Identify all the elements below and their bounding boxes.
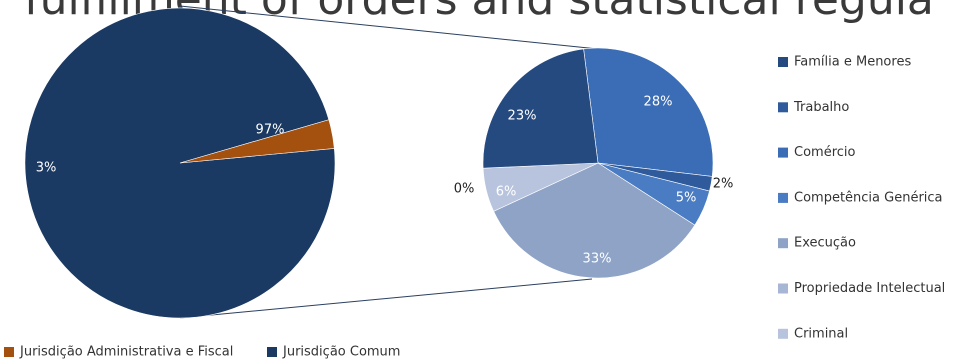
main-pie	[24, 7, 336, 319]
primary-legend: Jurisdição Administrativa e Fiscal Jurisd…	[4, 345, 400, 360]
legend-label-jurisdicao-comum: Jurisdição Comum	[282, 345, 400, 360]
legend-label-propriedade-intelectual: Propriedade Intelectual	[794, 281, 945, 296]
data-label-trabalho: 2%	[713, 177, 734, 192]
legend-swatch-jurisdicao-comum	[267, 347, 277, 357]
legend-swatch-criminal	[778, 328, 788, 339]
pie-slice-execucao	[493, 162, 696, 279]
legend-label-jurisdicao-administrativa-e-fiscal: Jurisdição Administrativa e Fiscal	[19, 345, 233, 360]
legend-label-comercio: Comércio	[794, 145, 856, 160]
legend-label-execucao: Execução	[794, 236, 856, 251]
legend-swatch-comercio	[778, 147, 788, 158]
data-label-criminal: 6%	[496, 185, 517, 200]
data-label-familia-e-menores: 23%	[508, 109, 537, 124]
connector-line-bottom	[179, 278, 593, 319]
pie-slice-jurisdicao-comum	[24, 7, 336, 319]
legend-swatch-trabalho	[778, 102, 788, 113]
pie-slice-comercio	[583, 47, 714, 177]
legend-swatch-propriedade-intelectual	[778, 283, 788, 294]
legend-swatch-familia-e-menores	[778, 57, 788, 67]
data-label-comercio: 28%	[644, 95, 673, 110]
secondary-pie-labels: 28% 2% 5% 33% 6% 0% 23%	[454, 95, 734, 267]
legend-swatch-jurisdicao-administrativa-e-fiscal	[4, 347, 14, 357]
data-label-propriedade-intelectual: 0%	[454, 182, 475, 197]
legend-label-criminal: Criminal	[794, 326, 848, 341]
data-label-execucao: 33%	[583, 252, 612, 267]
data-label-jurisdicao-comum: 97%	[256, 123, 285, 138]
data-label-competencia-generica: 5%	[676, 191, 697, 206]
secondary-legend: Família e Menores Trabalho Comércio Competê…	[778, 55, 945, 341]
main-pie-labels: 97% 3%	[36, 123, 285, 176]
legend-label-trabalho: Trabalho	[793, 100, 849, 115]
legend-label-familia-e-menores: Família e Menores	[794, 55, 911, 70]
pie-slice-jurisdicao-administrativa-e-fiscal	[179, 119, 335, 164]
secondary-pie	[482, 47, 714, 279]
pie-slice-familia-e-menores	[482, 48, 599, 169]
legend-swatch-competencia-generica	[778, 192, 788, 203]
legend-label-competencia-generica: Competência Genérica	[794, 190, 943, 205]
legend-swatch-execucao	[778, 238, 788, 249]
connector-line-top	[179, 5, 609, 51]
data-label-jurisdicao-administrativa-e-fiscal: 3%	[36, 161, 57, 176]
